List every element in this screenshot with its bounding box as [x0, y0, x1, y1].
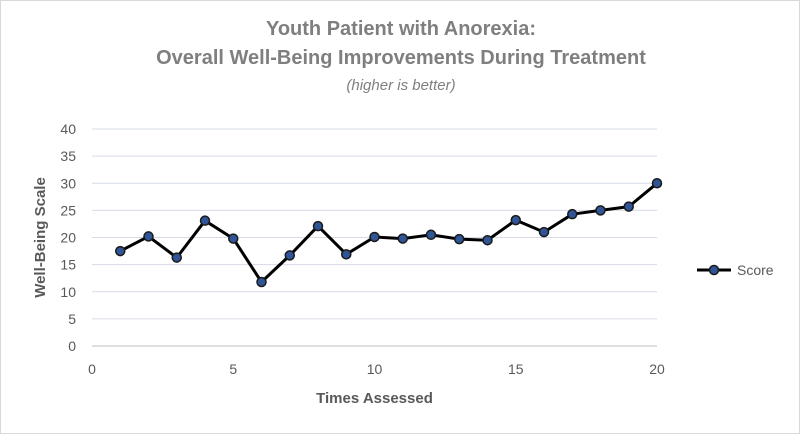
y-axis-title: Well-Being Scale	[32, 177, 49, 298]
data-point-20	[651, 178, 663, 189]
legend: Score	[697, 262, 774, 278]
series-line-0	[118, 181, 659, 284]
data-point-11	[397, 233, 408, 244]
data-point-15	[510, 214, 521, 226]
data-point-8	[312, 220, 324, 232]
y-tick-label-40: 40	[60, 121, 76, 137]
gridlines	[92, 128, 657, 320]
data-point-6	[256, 276, 267, 288]
y-tick-label-25: 25	[60, 202, 76, 218]
chart-title-line-2: Overall Well-Being Improvements During T…	[156, 47, 646, 69]
data-point-5	[228, 233, 239, 244]
y-tick-label-5: 5	[68, 311, 76, 327]
data-point-18	[595, 205, 606, 216]
data-point-3	[171, 252, 182, 263]
x-tick-label-5: 5	[229, 361, 237, 377]
legend-label-score: Score	[737, 262, 774, 278]
data-point-2	[143, 231, 154, 242]
x-tick-label-20: 20	[649, 361, 665, 377]
y-tick-label-35: 35	[60, 148, 76, 164]
chart-subtitle: (higher is better)	[346, 77, 456, 94]
data-point-17	[567, 208, 578, 220]
y-axis-ticks: 0 5 10 15 20 25 30 35 40	[60, 121, 76, 354]
y-tick-label-10: 10	[60, 284, 76, 300]
y-tick-label-30: 30	[60, 175, 76, 191]
x-tick-label-0: 0	[88, 361, 96, 377]
legend-marker-swatch	[708, 264, 720, 276]
chart-title-line-1: Youth Patient with Anorexia:	[265, 18, 536, 40]
data-point-4	[199, 215, 211, 226]
data-point-12	[425, 229, 437, 241]
data-point-14	[482, 234, 493, 246]
y-tick-label-20: 20	[60, 230, 76, 246]
y-tick-label-15: 15	[60, 257, 76, 273]
data-point-9	[341, 249, 352, 260]
data-point-10	[369, 231, 380, 243]
x-axis-title: Times Assessed	[316, 390, 433, 407]
y-tick-label-0: 0	[68, 338, 76, 354]
data-point-19	[623, 201, 634, 212]
data-point-1	[115, 245, 126, 257]
x-axis-ticks: 0 5 10 15 20	[88, 361, 665, 377]
x-tick-label-10: 10	[367, 361, 383, 377]
data-point-16	[538, 226, 550, 238]
x-tick-label-15: 15	[508, 361, 524, 377]
chart-title-block: Youth Patient with Anorexia: Overall Wel…	[1, 15, 799, 99]
series-score	[115, 178, 663, 288]
data-point-7	[284, 250, 295, 261]
data-point-13	[454, 233, 465, 245]
